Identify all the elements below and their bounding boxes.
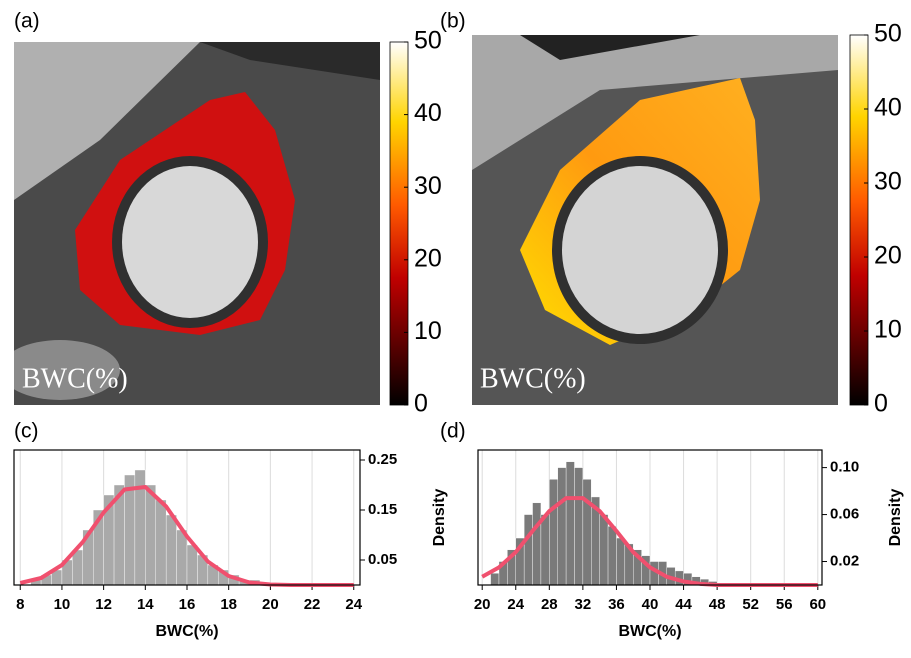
y-tick-label: 0.02 <box>830 552 859 569</box>
annotation: BWC(%) <box>480 363 586 394</box>
panel-label: (a) <box>14 10 40 33</box>
x-tick-label: 24 <box>507 596 524 613</box>
histogram-bar <box>607 526 617 586</box>
x-tick-label: 18 <box>220 596 237 613</box>
x-tick-label: 20 <box>262 596 279 613</box>
y-tick-label: 0.06 <box>830 506 859 523</box>
colorbar-tick-label: 20 <box>874 242 902 270</box>
y-tick-label: 0.05 <box>368 551 397 568</box>
histogram-bar <box>72 549 83 586</box>
x-tick-label: 12 <box>95 596 112 613</box>
colorbar-tick-label: 40 <box>874 94 902 122</box>
panel-label: (b) <box>440 10 466 33</box>
x-tick-label: 16 <box>179 596 196 613</box>
x-tick-label: 36 <box>608 596 625 613</box>
histogram-bar <box>523 514 533 586</box>
x-tick-label: 52 <box>742 596 759 613</box>
histogram-bar <box>540 514 550 586</box>
colorbar-tick-label: 50 <box>874 20 902 48</box>
x-axis-label: BWC(%) <box>618 623 681 640</box>
histogram-bar <box>155 499 167 586</box>
colorbar-tick-label: 0 <box>414 390 428 418</box>
mri-image <box>14 42 380 405</box>
x-tick-label: 56 <box>776 596 793 613</box>
colorbar-tick-label: 50 <box>414 27 442 55</box>
histogram-bar <box>557 467 567 586</box>
colorbar <box>849 34 869 406</box>
y-tick-label: 0.10 <box>830 459 859 476</box>
histogram-bar <box>165 514 177 586</box>
colorbar <box>389 41 409 406</box>
histogram-bar <box>186 544 198 586</box>
x-tick-label: 8 <box>16 596 24 613</box>
plot-frame <box>13 449 361 586</box>
y-tick-label: 0.25 <box>368 451 397 468</box>
colorbar-tick-label: 40 <box>414 99 442 127</box>
x-tick-label: 60 <box>809 596 826 613</box>
panel-label: (c) <box>14 420 39 443</box>
x-tick-label: 10 <box>54 596 71 613</box>
histogram-bar <box>549 479 558 586</box>
x-axis-label: BWC(%) <box>155 623 218 640</box>
histogram-bar <box>565 461 575 586</box>
colorbar-tick-label: 0 <box>874 390 888 418</box>
colorbar-tick-label: 30 <box>414 172 442 200</box>
x-tick-label: 20 <box>474 596 491 613</box>
colorbar-tick-label: 30 <box>874 168 902 196</box>
histogram-bar <box>574 467 584 586</box>
y-axis-label: Density <box>887 489 904 547</box>
histogram-bar <box>124 474 136 586</box>
x-tick-label: 44 <box>675 596 692 613</box>
x-tick-label: 22 <box>304 596 321 613</box>
histogram-bar <box>145 484 156 586</box>
x-tick-label: 24 <box>345 596 362 613</box>
colorbar-tick-label: 10 <box>414 317 442 345</box>
x-tick-label: 40 <box>642 596 659 613</box>
histogram-bar <box>599 514 609 586</box>
x-tick-label: 48 <box>709 596 726 613</box>
panel-label: (d) <box>440 420 466 443</box>
y-axis-label: Density <box>431 489 448 547</box>
histogram-bar <box>616 537 626 586</box>
x-tick-label: 28 <box>541 596 558 613</box>
histogram-bar <box>490 573 500 586</box>
annotation: BWC(%) <box>22 363 128 394</box>
mri-image <box>472 35 838 405</box>
y-tick-label: 0.15 <box>368 501 397 518</box>
colorbar-tick-label: 10 <box>874 316 902 344</box>
plot-frame <box>477 449 823 586</box>
histogram-bar <box>582 479 592 586</box>
x-tick-label: 14 <box>137 596 154 613</box>
histogram-bar <box>176 529 188 586</box>
x-tick-label: 32 <box>575 596 592 613</box>
colorbar-tick-label: 20 <box>414 244 442 272</box>
histogram-bar <box>532 502 542 586</box>
